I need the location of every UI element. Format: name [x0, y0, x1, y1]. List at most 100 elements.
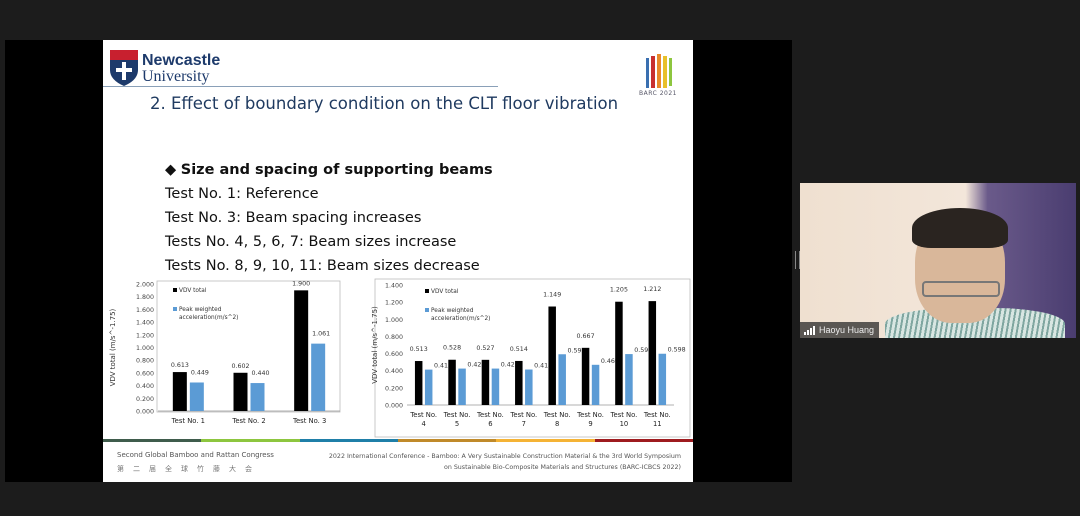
- footer-congress-name-cn: 第二届全球竹藤大会: [117, 465, 261, 473]
- data-label: 0.602: [231, 363, 249, 370]
- data-label: 1.205: [610, 287, 628, 294]
- bar-vdv-total: [448, 359, 456, 405]
- y-tick-label: 1.400: [385, 283, 403, 290]
- data-label: 0.440: [251, 370, 269, 377]
- x-tick-label: 9: [588, 420, 592, 428]
- x-tick-label: 6: [488, 420, 492, 428]
- data-label: 0.527: [476, 345, 494, 352]
- x-tick-label: Test No.: [509, 411, 537, 419]
- color-segment: [594, 439, 693, 442]
- y-axis-title: VDV total (m/s^-1.75): [371, 306, 379, 384]
- legend-label-cont: acceleration(m/s^2): [179, 315, 238, 321]
- footer-conference-line2: on Sustainable Bio-Composite Materials a…: [443, 464, 681, 471]
- bar-vdv-total: [233, 372, 248, 411]
- x-tick-label: 8: [555, 420, 559, 428]
- bar-vdv-total: [548, 306, 556, 405]
- data-label: 1.061: [312, 331, 330, 338]
- participant-name-tag: Haoyu Huang: [800, 322, 880, 338]
- color-segment: [299, 439, 398, 442]
- x-tick-label: Test No.: [576, 411, 604, 419]
- y-tick-label: 0.800: [136, 358, 154, 365]
- y-tick-label: 0.200: [136, 396, 154, 403]
- bar-vdv-total: [515, 360, 523, 405]
- x-tick-label: Test No. 2: [231, 417, 265, 425]
- y-axis-title: VDV total (m/s^-1.75): [109, 308, 117, 386]
- y-tick-label: 0.800: [385, 334, 403, 341]
- y-tick-label: 0.200: [385, 385, 403, 392]
- legend-swatch: [173, 307, 177, 311]
- bar-vdv-total: [414, 361, 423, 405]
- y-tick-label: 0.400: [385, 368, 403, 375]
- data-label: 0.513: [410, 346, 428, 353]
- data-label: 0.413: [434, 363, 452, 370]
- chart-tests-4-11: 0.000 0.200 0.400 0.600 0.800 1.000 1.200 1.400…: [371, 278, 691, 438]
- legend-label: VDV total: [179, 288, 207, 294]
- data-label: 0.514: [510, 346, 528, 353]
- participant-name: Haoyu Huang: [819, 325, 875, 335]
- data-label: 0.613: [171, 362, 189, 369]
- signal-bars-icon: [804, 325, 815, 335]
- chart-frame: [156, 280, 341, 413]
- header-divider: [103, 86, 498, 87]
- color-segment: [397, 439, 497, 442]
- y-tick-label: 1.000: [136, 345, 154, 352]
- bar-peak-acceleration: [525, 369, 533, 405]
- y-tick-label: 1.800: [136, 294, 154, 301]
- y-tick-label: 2.000: [136, 282, 154, 289]
- x-tick-label: Test No.: [643, 411, 671, 419]
- data-label: 0.594: [634, 347, 652, 354]
- panel-resize-handle[interactable]: [795, 251, 800, 269]
- color-segment: [496, 439, 595, 442]
- chart-frame: [374, 278, 691, 438]
- bullet-heading: Size and spacing of supporting beams: [180, 162, 493, 178]
- data-label: 1.149: [543, 292, 561, 299]
- barc-logo-icon: [646, 54, 672, 88]
- data-label: 0.425: [501, 362, 519, 369]
- x-tick-label: Test No. 1: [171, 417, 205, 425]
- y-tick-label: 1.600: [136, 307, 154, 314]
- legend-swatch: [425, 289, 429, 293]
- x-tick-label: Test No. 3: [292, 417, 326, 425]
- body-line: Tests No. 4, 5, 6, 7: Beam sizes increas…: [165, 234, 457, 250]
- y-tick-label: 0.600: [136, 370, 154, 377]
- y-tick-label: 1.200: [136, 332, 154, 339]
- data-label: 0.598: [668, 347, 686, 354]
- color-segment: [201, 439, 300, 442]
- presentation-slide: Newcastle University BARC 2021 2. Effect…: [103, 40, 693, 482]
- x-tick-label: Test No.: [443, 411, 471, 419]
- university-shield-icon: [110, 50, 138, 86]
- color-segment: [103, 439, 202, 442]
- barc-logo-text: BARC 2021: [639, 90, 677, 97]
- diamond-bullet-icon: ◆: [165, 162, 181, 178]
- bar-peak-acceleration: [189, 382, 204, 411]
- legend-label: VDV total: [431, 289, 459, 295]
- legend-swatch: [425, 308, 429, 312]
- data-label: 0.667: [577, 333, 595, 340]
- video-person-hair: [912, 208, 1008, 248]
- bar-vdv-total: [294, 290, 309, 411]
- y-tick-label: 1.200: [385, 300, 403, 307]
- legend-label: Peak weighted: [431, 308, 474, 314]
- newcastle-university-logo: Newcastle University: [109, 50, 220, 86]
- university-name-line2: University: [142, 67, 210, 85]
- x-tick-label: 10: [620, 420, 629, 428]
- x-tick-label: 4: [422, 420, 426, 428]
- legend-swatch: [173, 288, 177, 292]
- bar-peak-acceleration: [311, 343, 326, 411]
- x-tick-label: Test No.: [409, 411, 437, 419]
- x-tick-label: 7: [522, 420, 526, 428]
- body-line: Test No. 3: Beam spacing increases: [165, 210, 422, 226]
- legend-label: Peak weighted: [179, 307, 222, 313]
- data-label: 0.592: [567, 347, 585, 354]
- y-tick-label: 0.000: [385, 403, 403, 410]
- data-label: 1.212: [643, 286, 661, 293]
- bar-peak-acceleration: [591, 364, 600, 405]
- bar-peak-acceleration: [458, 368, 466, 405]
- participant-video[interactable]: Haoyu Huang: [800, 183, 1076, 338]
- y-tick-label: 1.000: [385, 317, 403, 324]
- legend-label-cont: acceleration(m/s^2): [431, 316, 490, 322]
- y-tick-label: 0.600: [385, 351, 403, 358]
- y-tick-label: 0.400: [136, 383, 154, 390]
- university-name-line1: Newcastle: [142, 51, 221, 69]
- bar-peak-acceleration: [424, 369, 433, 405]
